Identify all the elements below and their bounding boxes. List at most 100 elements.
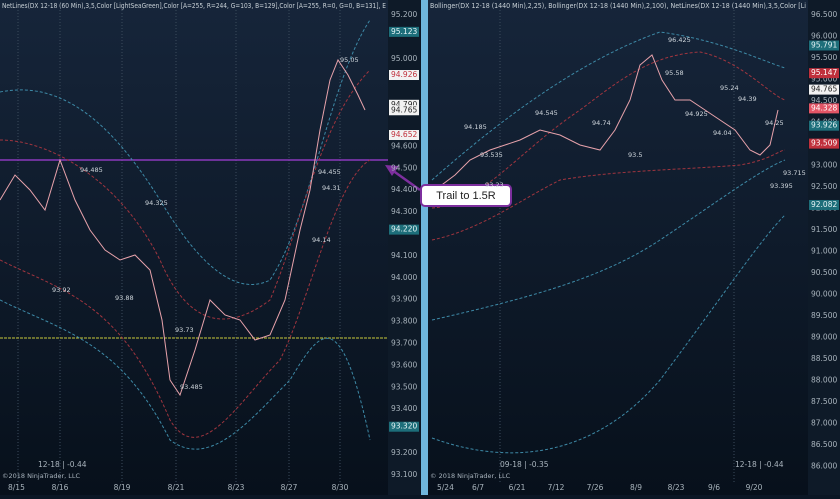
price-axis-label: 87.000 xyxy=(811,419,837,428)
price-tag-box xyxy=(389,99,419,110)
price-tag: 95.147 xyxy=(811,68,837,77)
right-copyright: © 2018 NinjaTrader, LLC xyxy=(430,472,511,480)
level-label: 93.535 xyxy=(480,151,503,159)
price-axis-label: 90.500 xyxy=(811,268,837,277)
price-tag: 94.926 xyxy=(391,70,417,79)
date-label: 8/9 xyxy=(630,483,642,492)
date-label: 8/19 xyxy=(114,483,131,492)
price-tag-box xyxy=(809,68,839,79)
level-label: 93.5 xyxy=(628,151,642,159)
price-axis-label: 93.000 xyxy=(811,161,837,170)
price-axis-label: 93.700 xyxy=(391,339,417,348)
date-label: 8/30 xyxy=(332,483,349,492)
annotation: Trail to 1.5R xyxy=(385,165,512,207)
level-label: 94.925 xyxy=(685,110,708,118)
price-axis-label: 93.100 xyxy=(391,470,417,479)
date-label: 8/23 xyxy=(228,483,245,492)
price-tag: 93.509 xyxy=(811,139,837,148)
price-tag: 94.765 xyxy=(391,105,417,114)
price-tag-box xyxy=(809,40,839,51)
price-axis-label: 94.500 xyxy=(391,163,417,172)
left-axis-bg xyxy=(388,0,420,495)
price-axis-label: 92.500 xyxy=(811,182,837,191)
arrow-shaft xyxy=(391,168,421,192)
price-tag-box xyxy=(389,105,419,116)
price-axis-label: 93.900 xyxy=(391,295,417,304)
level-label: 94.14 xyxy=(312,236,331,244)
price-tag: 93.320 xyxy=(391,422,417,431)
panel-divider xyxy=(421,0,428,495)
price-tag: 93.926 xyxy=(811,121,837,130)
date-label: 9/20 xyxy=(746,483,763,492)
level-label: 94.185 xyxy=(464,123,487,131)
price-axis-label: 93.500 xyxy=(391,382,417,391)
left-footer-symbol: 12-18 | -0.44 xyxy=(38,460,87,469)
price-tag: 95.123 xyxy=(391,27,417,36)
level-label: 94.485 xyxy=(80,166,103,174)
price-axis-label: 94.500 xyxy=(811,96,837,105)
level-label: 94.39 xyxy=(738,95,757,103)
annotation-box xyxy=(420,184,512,207)
price-axis-label: 94.300 xyxy=(391,207,417,216)
date-label: 8/16 xyxy=(52,483,69,492)
right-footer-symbol: 12-18 | -0.44 xyxy=(735,460,784,469)
level-label: 95.58 xyxy=(665,69,684,77)
level-label: 93.395 xyxy=(770,182,793,190)
arrow-head xyxy=(385,165,399,176)
price-axis-label: 93.400 xyxy=(391,404,417,413)
level-label: 94.545 xyxy=(535,109,558,117)
price-axis-label: 89.500 xyxy=(811,311,837,320)
left-copyright: ©2018 NinjaTrader, LLC xyxy=(2,472,81,480)
vertical-dividers xyxy=(17,10,735,482)
price-axis-label: 95.000 xyxy=(391,54,417,63)
left-bands xyxy=(0,19,371,450)
price-axis-label: 94.600 xyxy=(391,141,417,150)
left-background xyxy=(0,0,420,495)
price-axis-label: 94.100 xyxy=(391,251,417,260)
price-axis-label: 87.500 xyxy=(811,397,837,406)
right-background xyxy=(428,0,840,495)
price-tag-box xyxy=(809,120,839,131)
price-tag-box xyxy=(389,26,419,37)
price-axis-label: 93.800 xyxy=(391,317,417,326)
date-label: 7/26 xyxy=(587,483,604,492)
price-axis-label: 95.200 xyxy=(391,10,417,19)
date-label: 8/21 xyxy=(168,483,185,492)
right-footer-symbol: 09-18 | -0.35 xyxy=(500,460,549,469)
price-axis-label: 94.400 xyxy=(391,185,417,194)
price-axis-label: 91.000 xyxy=(811,247,837,256)
price-axis-label: 90.000 xyxy=(811,290,837,299)
price-tag: 94.328 xyxy=(811,103,837,112)
level-label: 94.25 xyxy=(765,119,784,127)
date-label: 9/6 xyxy=(708,483,720,492)
price-tag-box xyxy=(389,130,419,141)
price-axis-label: 88.500 xyxy=(811,354,837,363)
price-tag-box xyxy=(809,84,839,95)
level-label: 93.92 xyxy=(52,286,71,294)
price-tag: 94.652 xyxy=(391,130,417,139)
price-axis-label: 93.200 xyxy=(391,448,417,457)
price-axis-label: 95.500 xyxy=(811,53,837,62)
level-label: 94.325 xyxy=(145,199,168,207)
right-axis-bg xyxy=(808,0,840,495)
level-label: 94.04 xyxy=(713,129,732,137)
date-label: 6/21 xyxy=(509,483,526,492)
right-bands xyxy=(431,31,786,454)
level-label: 95.24 xyxy=(720,84,739,92)
price-tag: 92.082 xyxy=(811,200,837,209)
level-label: 94.74 xyxy=(592,119,611,127)
level-label: 96.425 xyxy=(668,36,691,44)
level-label: 93.73 xyxy=(175,326,194,334)
date-label: 8/23 xyxy=(668,483,685,492)
date-label: 8/15 xyxy=(8,483,25,492)
price-tag: 94.220 xyxy=(391,225,417,234)
price-tag-box xyxy=(809,138,839,149)
level-label: 95.05 xyxy=(340,56,359,64)
price-tag: 94.765 xyxy=(811,85,837,94)
right-price xyxy=(434,54,779,191)
price-tag: 95.791 xyxy=(811,40,837,49)
price-tag-box xyxy=(389,421,419,432)
price-axis-label: 93.600 xyxy=(391,360,417,369)
